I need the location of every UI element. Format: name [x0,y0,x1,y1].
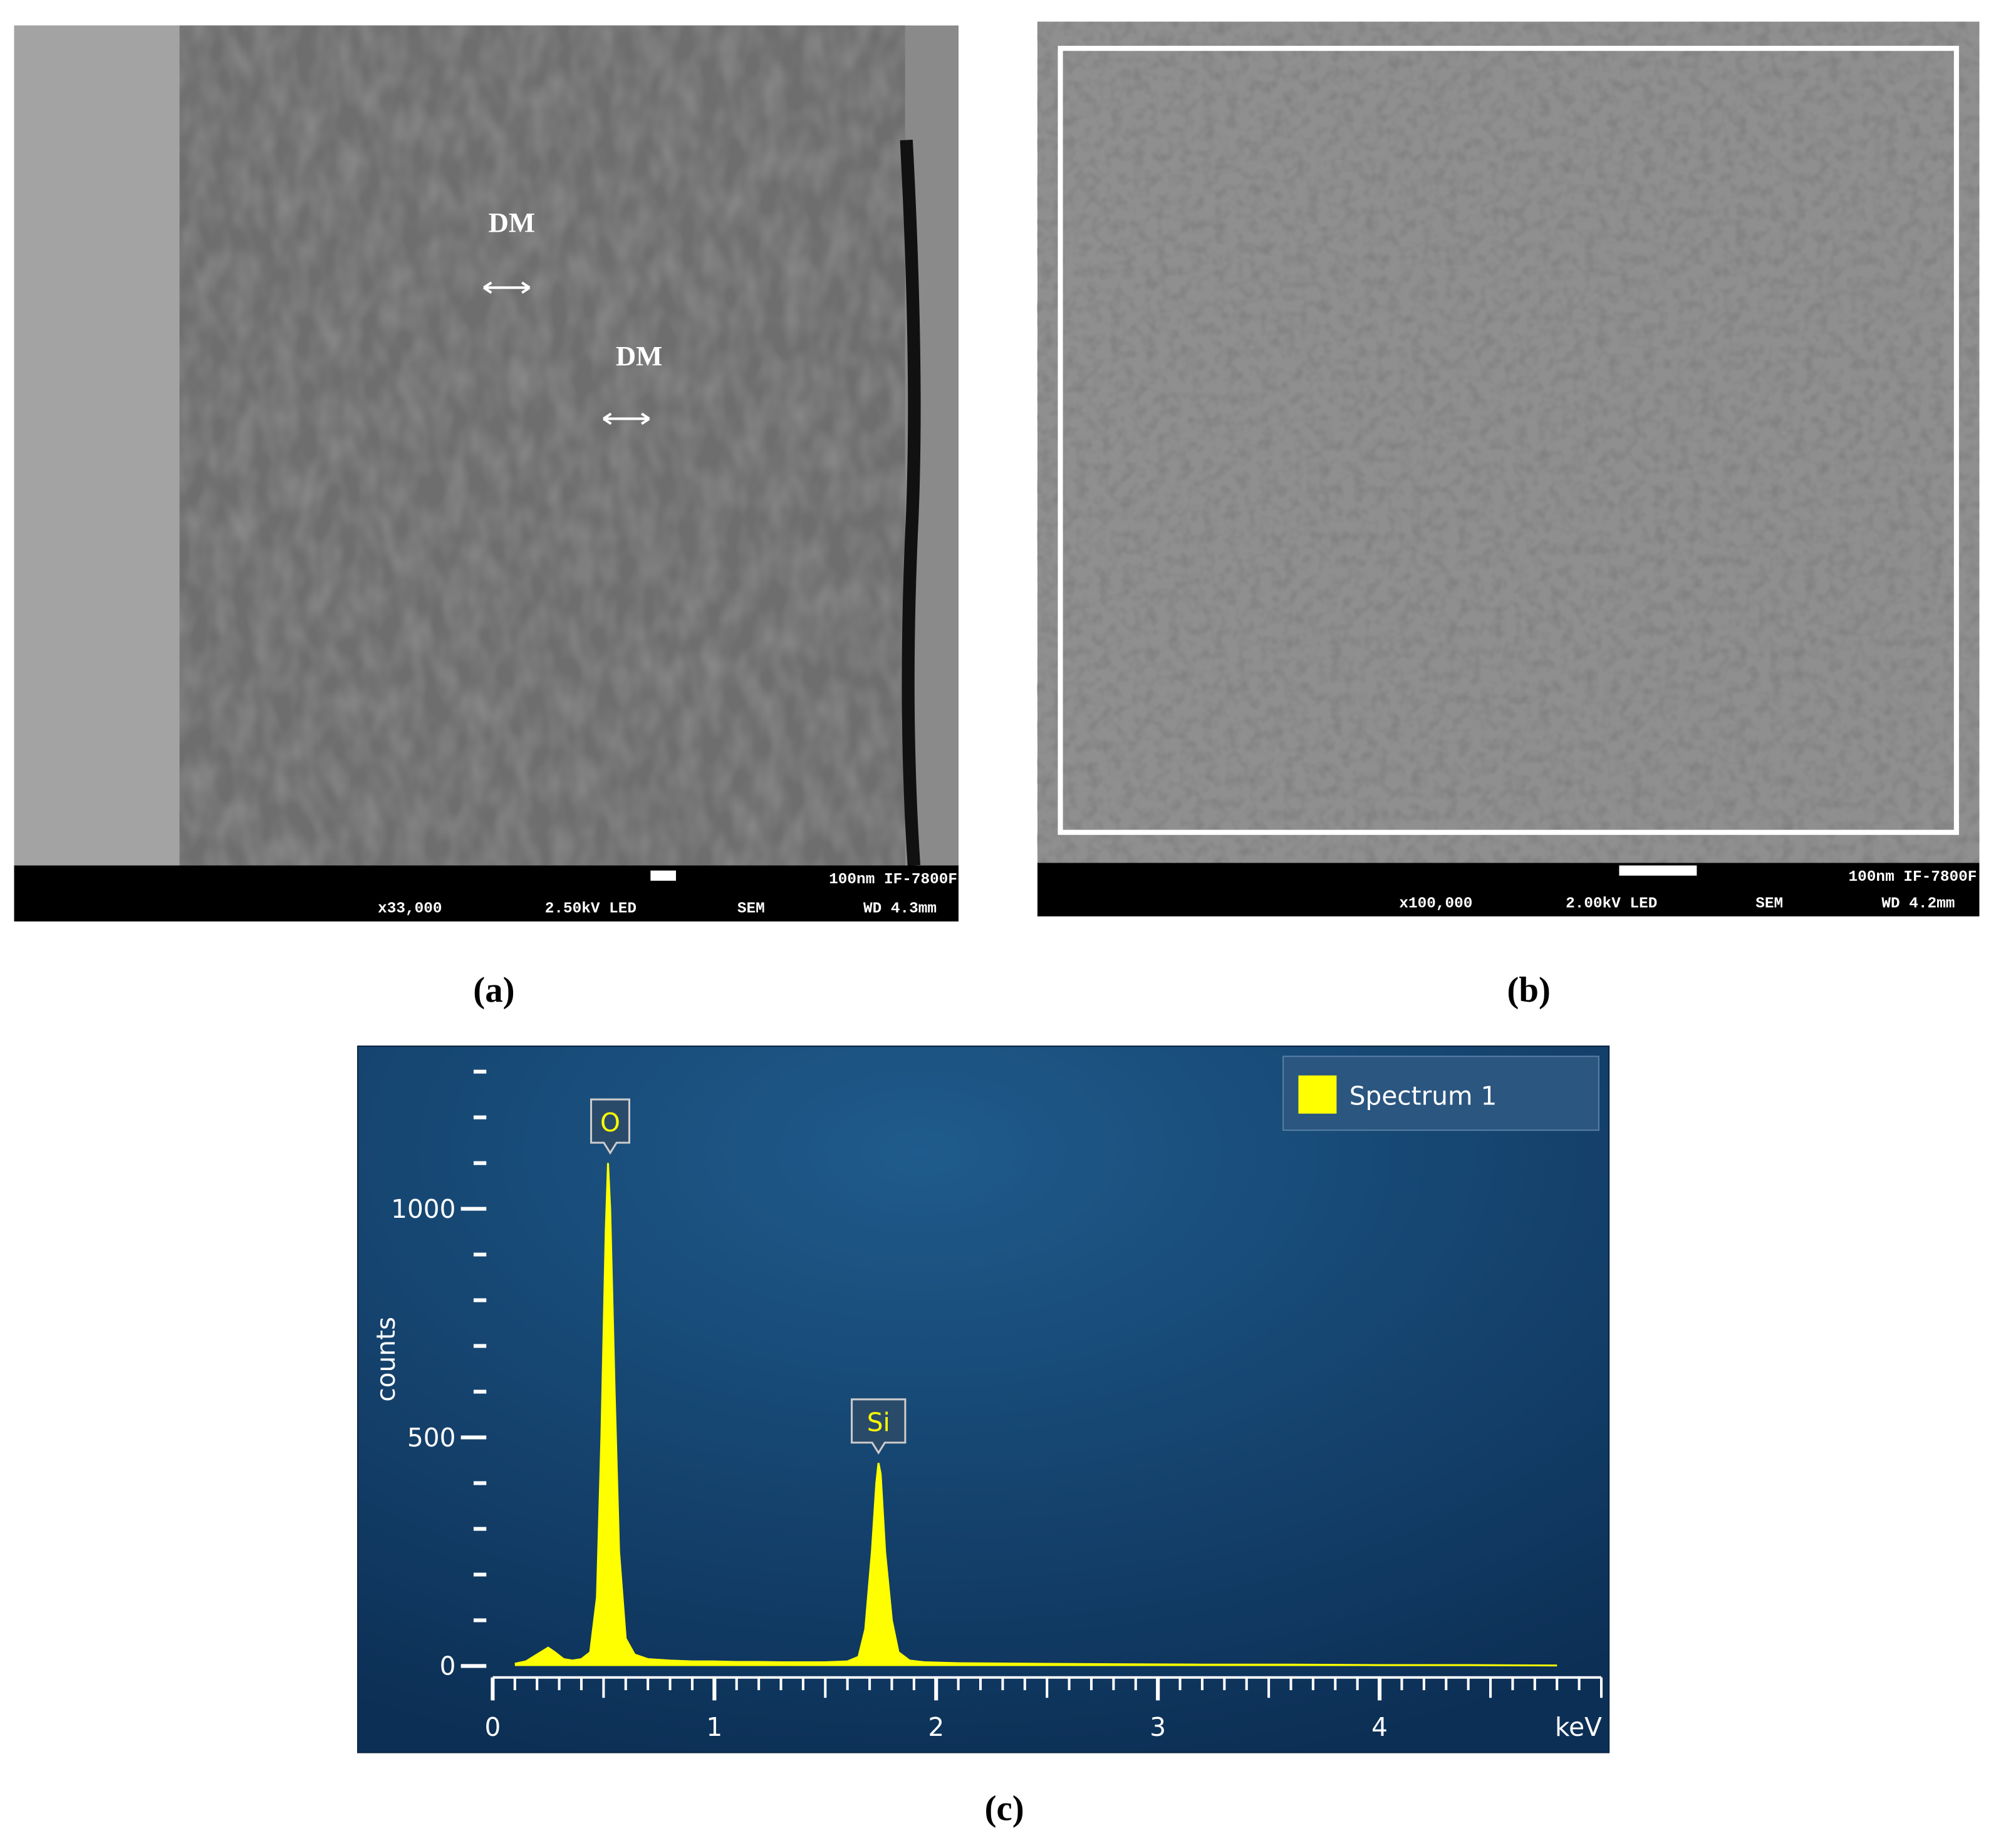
y-tick-label: 500 [407,1423,456,1453]
spectrum-line [514,1163,1557,1667]
selection-box [1058,46,1959,835]
arrow [483,281,531,294]
info-bar [14,865,959,921]
chart-bg [357,1046,1610,1753]
x-tick-label: 4 [1371,1712,1388,1742]
mode: SEM [737,901,765,918]
scale-text: 100nm IF-7800F [829,871,957,888]
scale-bar [650,870,676,881]
peak-label: O [600,1108,620,1138]
annotation: DM [489,207,535,238]
y-axis-label: counts [371,1317,401,1402]
y-tick-label: 0 [440,1651,456,1681]
substrate [14,25,180,866]
pore-texture [1037,21,1980,863]
spectrum-chart: 0 500 1000 counts 0 1 2 3 4 keV O Si Spectrum 1 [371,1056,1603,1742]
scale-text: 100nm IF-7800F [1849,869,1977,886]
annotation: DM [616,340,662,371]
info-bar [1037,863,1980,916]
working-distance: WD 4.2mm [1881,896,1955,913]
arrow [603,412,650,425]
x-tick-label: 0 [484,1712,501,1742]
spectrum-fill [514,1163,1557,1666]
scale-bar [1619,865,1697,876]
panel-label: (a) [473,970,514,1010]
x-tick-label: 3 [1150,1712,1166,1742]
film-texture [179,25,905,866]
mode: SEM [1755,896,1783,913]
edge [900,139,921,866]
peak-label: Si [867,1408,890,1438]
voltage: 2.00kV LED [1566,896,1657,913]
y-tick-label: 1000 [391,1194,455,1224]
magnification: x100,000 [1399,896,1472,913]
x-unit: keV [1555,1712,1602,1742]
working-distance: WD 4.3mm [863,901,937,918]
legend-label: Spectrum 1 [1349,1081,1497,1111]
x-tick-label: 2 [928,1712,944,1742]
panel-label: (c) [985,1788,1024,1828]
x-tick-label: 1 [706,1712,722,1742]
peak-label-box [851,1398,907,1455]
peak-label-box [590,1098,630,1155]
sem-image-a: DM DM 100nm IF-7800F x33,000 2.50kV LED … [14,25,959,921]
magnification: x33,000 [378,901,442,918]
sem-image-b: 100nm IF-7800F x100,000 2.00kV LED SEM W… [1037,21,1980,916]
legend-swatch [1298,1075,1337,1114]
panel-label: (b) [1507,970,1551,1010]
voltage: 2.50kV LED [545,901,637,918]
